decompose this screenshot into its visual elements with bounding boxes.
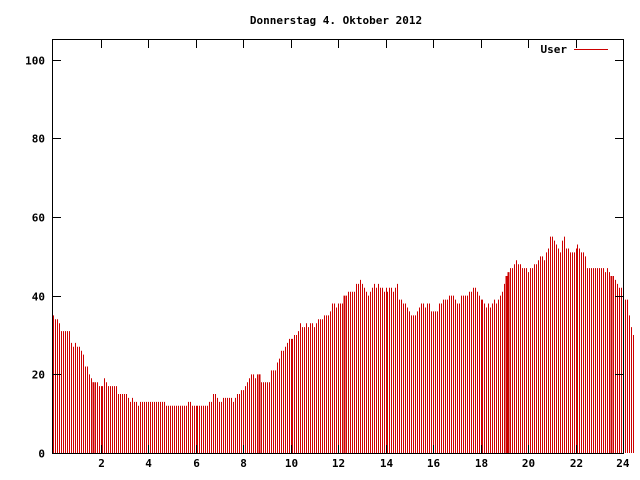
x-tick-label: 4 bbox=[145, 457, 152, 470]
chart-title: Donnerstag 4. Oktober 2012 bbox=[250, 14, 422, 27]
x-tick-label: 20 bbox=[522, 457, 535, 470]
x-tick-label: 14 bbox=[380, 457, 394, 470]
y-tick-label: 0 bbox=[38, 448, 45, 461]
legend-label-user: User bbox=[541, 43, 568, 56]
x-tick-label: 22 bbox=[570, 457, 583, 470]
x-axis: 2 4 6 8 10 12 14 16 18 20 22 24 bbox=[98, 40, 630, 470]
y-tick-label: 20 bbox=[32, 369, 45, 382]
y-axis: 0 20 40 60 80 100 bbox=[25, 55, 623, 461]
x-tick-label: 8 bbox=[240, 457, 247, 470]
y-tick-label: 40 bbox=[32, 291, 45, 304]
x-tick-label: 10 bbox=[285, 457, 298, 470]
y-tick-label: 60 bbox=[32, 212, 45, 225]
x-tick-label: 12 bbox=[332, 457, 345, 470]
x-tick-label: 2 bbox=[98, 457, 105, 470]
x-tick-label: 16 bbox=[427, 457, 441, 470]
y-tick-label: 100 bbox=[25, 55, 45, 68]
x-tick-label: 18 bbox=[475, 457, 488, 470]
legend: User bbox=[541, 43, 608, 56]
y-tick-label: 80 bbox=[32, 133, 45, 146]
x-tick-label: 24 bbox=[616, 457, 630, 470]
x-tick-label: 6 bbox=[193, 457, 200, 470]
plot-frame bbox=[52, 39, 624, 454]
bars-group bbox=[53, 236, 634, 453]
